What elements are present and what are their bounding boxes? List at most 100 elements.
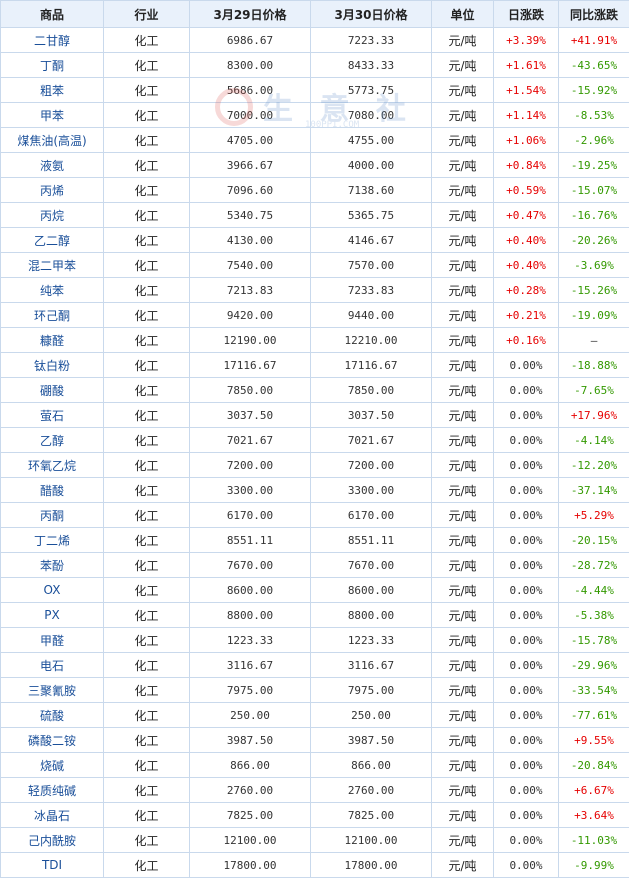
cell-price-day2: 250.00 — [310, 702, 432, 728]
table-row: TDI 化工 17800.00 17800.00 元/吨 0.00% -9.99% — [0, 852, 629, 878]
table-row: 甲醛 化工 1223.33 1223.33 元/吨 0.00% -15.78% — [0, 627, 629, 653]
cell-price-day1: 12100.00 — [189, 827, 311, 853]
header-unit[interactable]: 单位 — [431, 0, 494, 28]
cell-product-name[interactable]: 苯酚 — [0, 552, 104, 578]
cell-product-name[interactable]: 纯苯 — [0, 277, 104, 303]
cell-unit: 元/吨 — [431, 577, 494, 603]
cell-price-day2: 9440.00 — [310, 302, 432, 328]
cell-product-name[interactable]: TDI — [0, 852, 104, 878]
cell-yoy-change: -19.09% — [558, 302, 629, 328]
cell-price-day2: 7850.00 — [310, 377, 432, 403]
cell-price-day1: 8600.00 — [189, 577, 311, 603]
cell-yoy-change: -20.84% — [558, 752, 629, 778]
cell-daily-change: 0.00% — [493, 352, 559, 378]
cell-price-day2: 866.00 — [310, 752, 432, 778]
header-price-day2[interactable]: 3月30日价格 — [310, 0, 432, 28]
cell-product-name[interactable]: 环氧乙烷 — [0, 452, 104, 478]
cell-price-day2: 3116.67 — [310, 652, 432, 678]
cell-daily-change: 0.00% — [493, 402, 559, 428]
header-price-day1[interactable]: 3月29日价格 — [189, 0, 311, 28]
cell-price-day2: 7138.60 — [310, 177, 432, 203]
cell-product-name[interactable]: 磷酸二铵 — [0, 727, 104, 753]
cell-daily-change: 0.00% — [493, 527, 559, 553]
cell-price-day2: 7825.00 — [310, 802, 432, 828]
cell-product-name[interactable]: 乙二醇 — [0, 227, 104, 253]
cell-industry: 化工 — [103, 852, 190, 878]
cell-price-day1: 17800.00 — [189, 852, 311, 878]
cell-unit: 元/吨 — [431, 252, 494, 278]
cell-yoy-change: -8.53% — [558, 102, 629, 128]
cell-daily-change: +1.61% — [493, 52, 559, 78]
cell-daily-change: 0.00% — [493, 702, 559, 728]
header-industry[interactable]: 行业 — [103, 0, 190, 28]
cell-industry: 化工 — [103, 502, 190, 528]
cell-unit: 元/吨 — [431, 802, 494, 828]
cell-daily-change: +0.47% — [493, 202, 559, 228]
cell-product-name[interactable]: 烧碱 — [0, 752, 104, 778]
cell-product-name[interactable]: 液氨 — [0, 152, 104, 178]
cell-product-name[interactable]: 混二甲苯 — [0, 252, 104, 278]
cell-unit: 元/吨 — [431, 102, 494, 128]
cell-product-name[interactable]: 硫酸 — [0, 702, 104, 728]
cell-product-name[interactable]: 粗苯 — [0, 77, 104, 103]
cell-price-day2: 2760.00 — [310, 777, 432, 803]
table-row: 苯酚 化工 7670.00 7670.00 元/吨 0.00% -28.72% — [0, 552, 629, 578]
cell-price-day2: 5365.75 — [310, 202, 432, 228]
cell-price-day2: 12210.00 — [310, 327, 432, 353]
cell-product-name[interactable]: 萤石 — [0, 402, 104, 428]
cell-product-name[interactable]: 煤焦油(高温) — [0, 127, 104, 153]
cell-product-name[interactable]: 甲苯 — [0, 102, 104, 128]
cell-price-day2: 7223.33 — [310, 27, 432, 53]
cell-industry: 化工 — [103, 327, 190, 353]
cell-price-day2: 8551.11 — [310, 527, 432, 553]
cell-price-day1: 4705.00 — [189, 127, 311, 153]
cell-product-name[interactable]: 电石 — [0, 652, 104, 678]
cell-product-name[interactable]: 醋酸 — [0, 477, 104, 503]
cell-product-name[interactable]: 钛白粉 — [0, 352, 104, 378]
cell-yoy-change: +6.67% — [558, 777, 629, 803]
cell-industry: 化工 — [103, 777, 190, 803]
cell-industry: 化工 — [103, 252, 190, 278]
cell-product-name[interactable]: 糠醛 — [0, 327, 104, 353]
cell-product-name[interactable]: 甲醛 — [0, 627, 104, 653]
cell-yoy-change: -19.25% — [558, 152, 629, 178]
cell-yoy-change: -3.69% — [558, 252, 629, 278]
cell-yoy-change: -15.07% — [558, 177, 629, 203]
cell-product-name[interactable]: 冰晶石 — [0, 802, 104, 828]
cell-product-name[interactable]: 二甘醇 — [0, 27, 104, 53]
cell-daily-change: 0.00% — [493, 752, 559, 778]
cell-product-name[interactable]: PX — [0, 602, 104, 628]
cell-unit: 元/吨 — [431, 827, 494, 853]
cell-daily-change: +1.54% — [493, 77, 559, 103]
cell-product-name[interactable]: 硼酸 — [0, 377, 104, 403]
cell-product-name[interactable]: 轻质纯碱 — [0, 777, 104, 803]
cell-industry: 化工 — [103, 352, 190, 378]
cell-daily-change: 0.00% — [493, 652, 559, 678]
cell-unit: 元/吨 — [431, 652, 494, 678]
cell-industry: 化工 — [103, 227, 190, 253]
cell-unit: 元/吨 — [431, 502, 494, 528]
header-daily-change[interactable]: 日涨跌 — [493, 0, 559, 28]
cell-price-day1: 7825.00 — [189, 802, 311, 828]
cell-product-name[interactable]: 丙酮 — [0, 502, 104, 528]
cell-yoy-change: +9.55% — [558, 727, 629, 753]
header-yoy-change[interactable]: 同比涨跌 — [558, 0, 629, 28]
cell-yoy-change: +41.91% — [558, 27, 629, 53]
cell-product-name[interactable]: 乙醇 — [0, 427, 104, 453]
cell-price-day2: 7570.00 — [310, 252, 432, 278]
cell-industry: 化工 — [103, 402, 190, 428]
cell-price-day1: 2760.00 — [189, 777, 311, 803]
cell-product-name[interactable]: 三聚氰胺 — [0, 677, 104, 703]
cell-product-name[interactable]: 己内酰胺 — [0, 827, 104, 853]
cell-product-name[interactable]: 环己酮 — [0, 302, 104, 328]
header-product[interactable]: 商品 — [0, 0, 104, 28]
cell-industry: 化工 — [103, 52, 190, 78]
cell-product-name[interactable]: 丙烯 — [0, 177, 104, 203]
cell-product-name[interactable]: 丙烷 — [0, 202, 104, 228]
cell-product-name[interactable]: 丁酮 — [0, 52, 104, 78]
cell-product-name[interactable]: 丁二烯 — [0, 527, 104, 553]
cell-product-name[interactable]: OX — [0, 577, 104, 603]
cell-price-day1: 7021.67 — [189, 427, 311, 453]
table-body: 二甘醇 化工 6986.67 7223.33 元/吨 +3.39% +41.91% 丁酮 化工 8… — [0, 27, 629, 878]
cell-unit: 元/吨 — [431, 227, 494, 253]
